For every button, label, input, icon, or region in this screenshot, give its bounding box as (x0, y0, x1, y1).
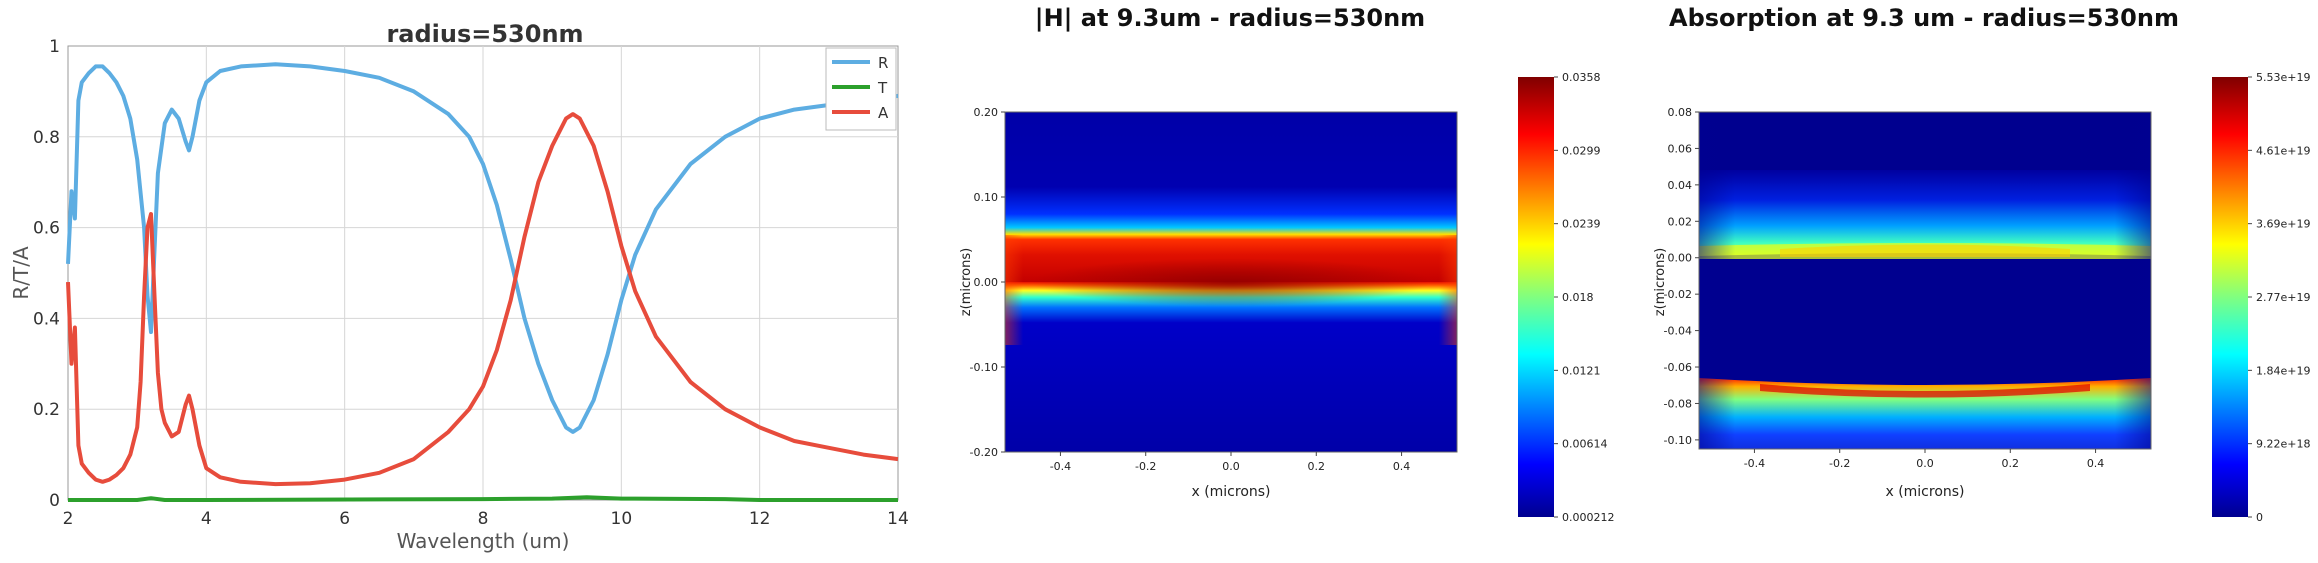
y-tick-label: 0.10 (974, 191, 999, 204)
chart1-x-tick-label: 12 (749, 509, 771, 529)
colorbar-tick-label: 0 (2256, 511, 2263, 524)
chart1-x-tick-label: 2 (63, 509, 74, 529)
chart3-colorbar-ticks: 5.53e+19 4.61e+19 3.69e+19 2.77e+19 1.84e+19… (2248, 71, 2310, 524)
chart1-y-tick-label: 1 (49, 37, 60, 57)
y-tick-label: -0.08 (1664, 397, 1692, 410)
y-tick-label: -0.10 (1664, 434, 1692, 447)
y-tick-label: -0.04 (1664, 325, 1692, 338)
chart1-grid (68, 46, 898, 500)
x-tick-label: 0.4 (2087, 457, 2105, 470)
y-tick-label: 0.04 (1668, 179, 1693, 192)
colorbar-tick-label: 9.22e+18 (2256, 438, 2310, 451)
chart2-x-axis-label: x (microns) (1191, 484, 1270, 500)
chart1-y-tick-label: 0.8 (33, 128, 60, 148)
y-tick-label: 0.20 (974, 106, 999, 119)
chart1-x-tick-label: 6 (339, 509, 350, 529)
colorbar-tick-label: 0.0358 (1562, 71, 1601, 84)
legend-label-R: R (878, 54, 888, 72)
colorbar-tick-label: 0.0239 (1562, 218, 1601, 231)
x-tick-label: 0.0 (1916, 457, 1934, 470)
chart2-y-axis-label: z(microns) (959, 248, 974, 316)
chart1-y-tick-label: 0.4 (33, 309, 60, 329)
chart1-ticks: 2 4 6 8 10 12 14 0 0.2 0.4 0.6 0.8 1 (33, 37, 909, 529)
chart1-title: radius=530nm (386, 20, 583, 48)
y-tick-label: -0.06 (1664, 361, 1692, 374)
x-tick-label: -0.4 (1050, 460, 1071, 473)
colorbar-tick-label: 0.018 (1562, 291, 1594, 304)
chart3-title: Absorption at 9.3 um - radius=530nm (1669, 4, 2179, 32)
x-tick-label: 0.4 (1393, 460, 1411, 473)
chart2-ticks: -0.4 -0.2 0.0 0.2 0.4 0.20 0.10 0.00 -0.10 -0.20 (970, 106, 1411, 473)
chart1-y-tick-label: 0.2 (33, 400, 60, 420)
chart2-title: |H| at 9.3um - radius=530nm (1035, 4, 1425, 32)
colorbar-tick-label: 2.77e+19 (2256, 291, 2310, 304)
x-tick-label: 0.2 (2002, 457, 2020, 470)
chart1-x-tick-label: 4 (201, 509, 212, 529)
colorbar-tick-label: 0.00614 (1562, 438, 1608, 451)
chart1-series (66, 62, 899, 502)
chart1-x-axis-label: Wavelength (um) (397, 529, 570, 553)
y-tick-label: -0.10 (970, 361, 998, 374)
absorption-image (1699, 112, 2151, 449)
x-tick-label: -0.2 (1829, 457, 1850, 470)
series-line-A (66, 112, 899, 487)
rta-line-chart: radius=530nm 2 4 6 8 10 12 14 0 0.2 0.4 0.6 0.8 1 Wa… (9, 20, 909, 553)
colorbar-tick-label: 5.53e+19 (2256, 71, 2310, 84)
y-tick-label: -0.02 (1664, 288, 1692, 301)
chart3-colorbar (2212, 77, 2248, 517)
chart1-legend: RTA (825, 47, 897, 131)
chart3-x-axis-label: x (microns) (1885, 484, 1964, 500)
series-line-R (66, 62, 899, 434)
colorbar-tick-label: 0.0121 (1562, 364, 1601, 377)
h-field-image (1005, 112, 1457, 452)
chart1-y-tick-label: 0.6 (33, 219, 60, 239)
chart1-x-tick-label: 14 (887, 509, 909, 529)
legend-label-A: A (878, 104, 889, 122)
y-tick-label: -0.20 (970, 446, 998, 459)
chart1-y-tick-label: 0 (49, 491, 60, 511)
colorbar-tick-label: 1.84e+19 (2256, 364, 2310, 377)
x-tick-label: -0.2 (1135, 460, 1156, 473)
chart1-x-tick-label: 10 (611, 509, 633, 529)
y-tick-label: 0.00 (974, 276, 999, 289)
series-line-T (68, 495, 898, 502)
y-tick-label: 0.06 (1668, 142, 1693, 155)
colorbar-tick-label: 0.0299 (1562, 144, 1601, 157)
y-tick-label: 0.08 (1668, 106, 1693, 119)
x-tick-label: 0.0 (1222, 460, 1240, 473)
colorbar-tick-label: 0.000212 (1562, 511, 1615, 524)
colorbar-tick-label: 4.61e+19 (2256, 144, 2310, 157)
x-tick-label: -0.4 (1744, 457, 1765, 470)
chart3-ticks: -0.4 -0.2 0.0 0.2 0.4 0.08 0.06 0.04 0.02 0.00 -0.… (1664, 106, 2105, 470)
x-tick-label: 0.2 (1308, 460, 1326, 473)
chart2-colorbar-ticks: 0.0358 0.0299 0.0239 0.018 0.0121 0.00614 0.00… (1554, 71, 1615, 524)
chart1-y-axis-label: R/T/A (9, 246, 33, 300)
chart3-y-axis-label: z(microns) (1653, 248, 1668, 316)
y-tick-label: 0.00 (1668, 252, 1693, 265)
chart2-colorbar (1518, 77, 1554, 517)
legend-label-T: T (877, 79, 888, 97)
absorption-heatmap: Absorption at 9.3 um - radius=530nm -0.4… (1653, 4, 2310, 524)
colorbar-tick-label: 3.69e+19 (2256, 218, 2310, 231)
chart1-x-tick-label: 8 (478, 509, 489, 529)
y-tick-label: 0.02 (1668, 215, 1693, 228)
h-field-heatmap: |H| at 9.3um - radius=530nm -0.4 -0.2 0.0 0… (959, 4, 1615, 524)
